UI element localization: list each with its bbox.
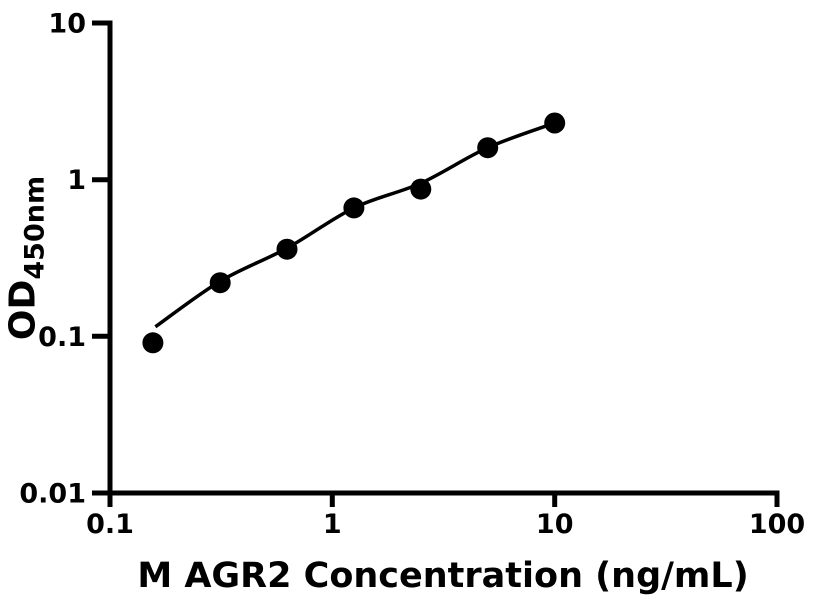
x-tick-label: 100 <box>749 509 805 540</box>
data-point <box>544 112 566 134</box>
y-axis-title: OD450nm <box>2 175 51 341</box>
y-tick-label: 10 <box>48 9 86 40</box>
data-point <box>142 332 164 354</box>
y-tick-label: 1 <box>67 165 86 196</box>
x-tick-label: 1 <box>323 509 342 540</box>
y-axis-title-subscript: 450nm <box>19 175 51 280</box>
x-tick-label: 10 <box>536 509 574 540</box>
data-point <box>343 197 365 219</box>
x-tick-label: 0.1 <box>86 509 134 540</box>
data-point <box>410 178 432 200</box>
axes-line <box>107 20 780 496</box>
data-point <box>209 272 231 294</box>
y-axis-title-main: OD <box>2 279 44 341</box>
data-point <box>477 137 499 159</box>
data-point <box>276 238 298 260</box>
x-axis-title: M AGR2 Concentration (ng/mL) <box>137 556 749 596</box>
y-tick-label: 0.01 <box>19 479 86 510</box>
y-tick-label: 0.1 <box>38 322 86 353</box>
